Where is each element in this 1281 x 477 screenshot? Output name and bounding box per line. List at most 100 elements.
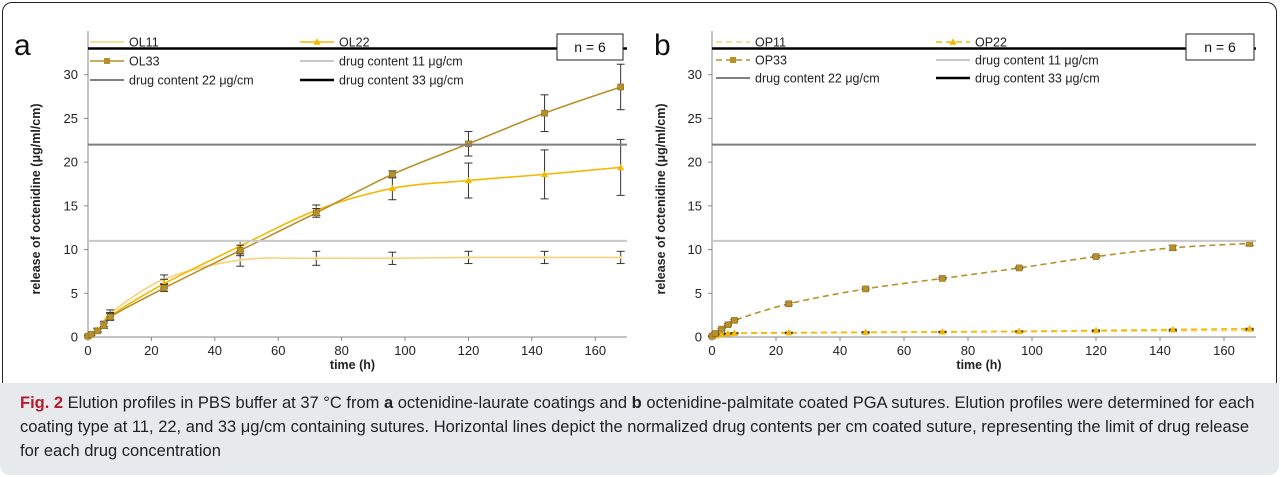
caption-text-2: octenidine-laurate coatings and <box>393 394 632 412</box>
x-tick-label: 20 <box>144 343 158 358</box>
y-tick-label: 25 <box>64 111 78 126</box>
legend-label: OP33 <box>755 54 787 68</box>
data-point <box>1092 253 1100 260</box>
x-tick-label: 100 <box>1021 343 1043 358</box>
y-tick-label: 10 <box>688 242 702 257</box>
x-tick-label: 120 <box>458 343 480 358</box>
data-point <box>238 258 242 262</box>
data-point <box>314 256 318 260</box>
series-line-OP33 <box>711 242 1250 337</box>
y-tick-label: 15 <box>688 198 702 213</box>
x-tick-label: 20 <box>769 343 783 358</box>
data-point <box>389 171 396 178</box>
data-point <box>236 247 244 254</box>
x-tick-label: 40 <box>833 343 847 358</box>
x-tick-label: 140 <box>521 343 543 358</box>
data-point <box>100 322 108 329</box>
data-point <box>938 327 946 335</box>
x-tick-label: 80 <box>334 343 348 358</box>
data-point <box>1015 264 1023 272</box>
legend-marker <box>949 38 957 45</box>
legend-label: OP11 <box>755 36 786 50</box>
legend-label: drug content 33 μg/cm <box>975 72 1100 86</box>
data-point <box>718 330 726 338</box>
y-tick-label: 0 <box>695 330 702 345</box>
x-tick-label: 140 <box>1149 343 1171 358</box>
data-point <box>160 284 168 292</box>
legend-marker <box>730 57 736 63</box>
data-point <box>390 256 394 260</box>
y-tick-label: 20 <box>688 155 702 170</box>
panel-letter-a: a <box>14 29 31 62</box>
y-axis-title: release of octenidine (μg/ml/cm) <box>29 103 43 294</box>
data-point <box>730 329 738 336</box>
x-tick-label: 40 <box>208 343 222 358</box>
series-line-OL11 <box>87 256 621 337</box>
y-tick-label: 5 <box>695 286 702 301</box>
x-axis-title: time (h) <box>330 358 375 372</box>
legend-label: OP22 <box>975 36 1007 50</box>
y-tick-label: 0 <box>71 330 78 345</box>
y-tick-label: 30 <box>64 67 78 82</box>
legend-label: drug content 33 μg/cm <box>339 74 464 88</box>
data-point <box>1169 325 1177 333</box>
annotation-box <box>1185 33 1255 61</box>
y-tick-label: 30 <box>688 67 702 82</box>
y-tick-label: 10 <box>64 242 78 257</box>
x-tick-label: 60 <box>897 343 911 358</box>
chart-panel-b: b 0 5 10 15 20 25 30 0 20 40 60 80 100 120 140 160 time (… <box>654 29 1256 372</box>
legend-label: drug content 22 μg/cm <box>129 74 254 88</box>
legend-label: OL33 <box>129 55 160 69</box>
data-point <box>711 330 719 337</box>
data-point <box>542 255 547 260</box>
series-line-OL33 <box>87 86 621 337</box>
data-point <box>1015 327 1023 335</box>
legend-label: drug content 11 μg/cm <box>975 54 1099 68</box>
annotation-box <box>556 33 624 61</box>
x-tick-label: 0 <box>84 343 91 358</box>
data-point <box>541 109 548 117</box>
x-tick-label: 80 <box>961 343 975 358</box>
data-point <box>718 325 725 333</box>
data-point <box>724 321 732 329</box>
legend-label: drug content 22 μg/cm <box>755 72 880 86</box>
data-point <box>1246 324 1254 332</box>
data-point <box>1169 244 1177 252</box>
data-point <box>87 331 95 338</box>
caption-fig-label: Fig. 2 <box>20 394 64 412</box>
data-point <box>619 255 623 260</box>
caption-text-3: octenidine-palmitate coated PGA sutures.… <box>20 394 1255 460</box>
legend-label: OL22 <box>339 36 370 50</box>
data-point <box>540 170 549 178</box>
chart-panel-a: a 0 5 10 15 20 25 30 0 20 40 60 80 100 120 140 160 time (… <box>14 29 627 372</box>
data-point <box>94 327 101 335</box>
data-point <box>1092 326 1100 334</box>
caption-text-1: Elution profiles in PBS buffer at 37 °C … <box>63 394 384 412</box>
legend-label: OL11 <box>129 36 159 50</box>
y-axis-title: release of octenidine (μg/ml/cm) <box>654 103 668 294</box>
annotation-n: n = 6 <box>1204 39 1236 55</box>
data-point <box>785 328 793 336</box>
data-point <box>939 275 946 282</box>
x-tick-label: 0 <box>708 343 715 358</box>
data-point <box>731 317 738 324</box>
data-point <box>724 329 732 337</box>
caption-panel-a-ref: a <box>383 394 394 412</box>
data-point <box>388 184 396 192</box>
caption-panel-b-ref: b <box>631 394 642 412</box>
x-tick-label: 120 <box>1085 343 1107 358</box>
caption-background <box>0 383 1279 475</box>
data-point <box>617 83 624 91</box>
y-tick-label: 5 <box>71 286 78 301</box>
x-axis-title: time (h) <box>956 358 1001 372</box>
x-tick-label: 160 <box>1213 343 1235 358</box>
legend-label: drug content 11 μg/cm <box>339 55 463 69</box>
legend-marker <box>104 58 110 64</box>
x-tick-label: 160 <box>584 343 606 358</box>
legend-b: OP11 OP22 OP33 drug content 11 μg/cm drug co… <box>716 36 1100 86</box>
y-tick-label: 20 <box>64 155 78 170</box>
x-tick-label: 60 <box>271 343 285 358</box>
data-point <box>785 300 793 308</box>
data-point <box>617 163 625 171</box>
data-point <box>862 285 869 293</box>
